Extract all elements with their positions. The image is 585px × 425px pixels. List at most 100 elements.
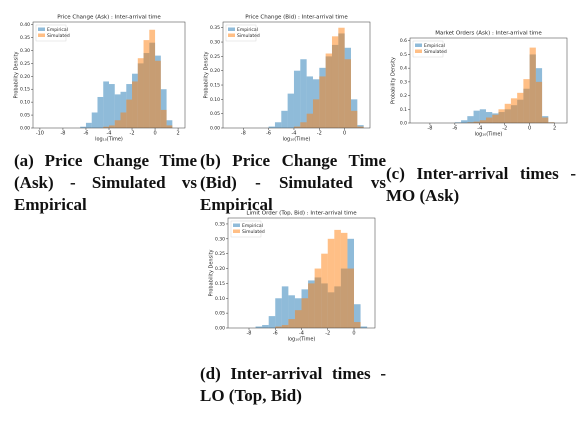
y-tick-label: 0.35 — [20, 35, 30, 41]
y-tick-label: 0.30 — [215, 236, 225, 242]
y-tick-label: 0.2 — [400, 93, 407, 99]
bar — [314, 268, 322, 328]
x-tick-label: -8 — [60, 131, 65, 137]
y-tick-label: 0.00 — [20, 126, 30, 132]
bar — [143, 40, 150, 128]
legend-swatch — [415, 49, 422, 53]
chart-title: Price Change (Bid) : Inter-arrival time — [245, 15, 348, 21]
x-tick-label: -8 — [241, 131, 246, 137]
x-axis-label: log₁₀(Time) — [283, 137, 311, 143]
bar — [281, 286, 289, 328]
y-tick-label: 0.25 — [215, 251, 225, 257]
y-tick-label: 0.25 — [20, 61, 30, 67]
x-tick-label: -6 — [266, 131, 271, 137]
bar — [354, 322, 361, 328]
bar — [325, 53, 332, 128]
bar — [467, 122, 474, 123]
bar — [293, 70, 301, 128]
bar — [109, 84, 115, 128]
bars — [80, 29, 173, 129]
caption: (d) Inter-arrival times - LO (Top, Bid) — [200, 364, 386, 405]
bar — [300, 59, 307, 129]
y-tick-label: 0.20 — [215, 266, 225, 272]
y-axis-label: Probability Density — [14, 51, 20, 98]
y-tick-label: 0.5 — [400, 52, 407, 58]
bar — [149, 29, 156, 129]
y-tick-label: 0.15 — [215, 281, 225, 287]
bar — [308, 283, 315, 328]
caption: (a) Price Change Time (Ask) - Simulated … — [14, 151, 197, 214]
chart-title: Price Change (Ask) : Inter-arrival time — [57, 15, 161, 21]
bar — [473, 121, 480, 123]
bar — [360, 326, 368, 328]
x-tick-label: -4 — [291, 131, 296, 137]
bar — [293, 126, 301, 128]
bars — [255, 229, 368, 328]
bar — [288, 319, 295, 328]
bar — [334, 229, 341, 328]
y-tick-label: 0.10 — [210, 97, 220, 103]
bar — [479, 109, 487, 123]
x-tick-label: 0 — [343, 131, 346, 137]
x-tick-label: 0 — [352, 331, 355, 337]
chart-title: Market Orders (Ask) : Inter-arrival time — [435, 31, 542, 37]
x-axis-label: log₁₀(Time) — [475, 132, 503, 138]
chart-title: Limit Order (Top, Bid) : Inter-arrival t… — [246, 211, 357, 217]
y-tick-label: 0.05 — [210, 111, 220, 117]
bar — [327, 238, 335, 328]
bar — [504, 103, 511, 123]
y-tick-label: 0.1 — [400, 107, 407, 113]
bar — [132, 81, 138, 128]
y-tick-label: 0.6 — [400, 38, 407, 44]
bar — [275, 298, 282, 328]
legend-swatch — [38, 33, 45, 37]
bar — [338, 27, 345, 129]
x-tick-label: 2 — [553, 126, 556, 132]
x-tick-label: -10 — [36, 131, 44, 137]
x-tick-label: -2 — [502, 126, 507, 132]
y-tick-label: 0.10 — [215, 296, 225, 302]
legend-swatch — [233, 223, 240, 227]
x-tick-label: -4 — [299, 331, 304, 337]
y-tick-label: 0.30 — [210, 40, 220, 46]
bar — [155, 60, 161, 128]
legend-label: Empirical — [424, 43, 445, 49]
bar — [275, 326, 282, 328]
y-axis-label: Probability Density — [209, 249, 215, 296]
bar — [486, 117, 493, 123]
x-tick-label: 0 — [153, 131, 156, 137]
y-tick-label: 0.20 — [20, 74, 30, 80]
bar — [97, 96, 104, 128]
bar — [542, 117, 549, 123]
x-axis-label: log₁₀(Time) — [288, 337, 316, 343]
y-tick-label: 0.00 — [210, 126, 220, 132]
bar — [331, 36, 339, 128]
bar — [137, 58, 144, 128]
legend-label: Simulated — [242, 229, 265, 235]
plot-frame — [222, 21, 371, 129]
bar — [109, 125, 115, 128]
legend-swatch — [228, 33, 235, 37]
x-tick-label: -8 — [427, 126, 432, 132]
legend-swatch — [38, 27, 45, 31]
bar — [354, 304, 361, 328]
x-tick-label: 2 — [176, 131, 179, 137]
bar — [294, 310, 302, 328]
y-tick-label: 0.05 — [215, 311, 225, 317]
bar — [166, 120, 173, 128]
y-tick-label: 0.3 — [400, 79, 407, 85]
y-tick-label: 0.35 — [210, 25, 220, 31]
bar — [473, 110, 480, 123]
caption: (b) Price Change Time (Bid) - Simulated … — [200, 151, 386, 214]
y-tick-label: 0.20 — [210, 68, 220, 74]
bar — [80, 126, 86, 128]
y-tick-label: 0.40 — [20, 22, 30, 28]
bar — [281, 325, 289, 328]
bar — [120, 91, 127, 128]
y-axis-label: Probability Density — [204, 51, 210, 98]
legend-label: Empirical — [237, 27, 258, 33]
legend-swatch — [233, 229, 240, 233]
bar — [262, 325, 269, 328]
bars — [268, 27, 364, 129]
